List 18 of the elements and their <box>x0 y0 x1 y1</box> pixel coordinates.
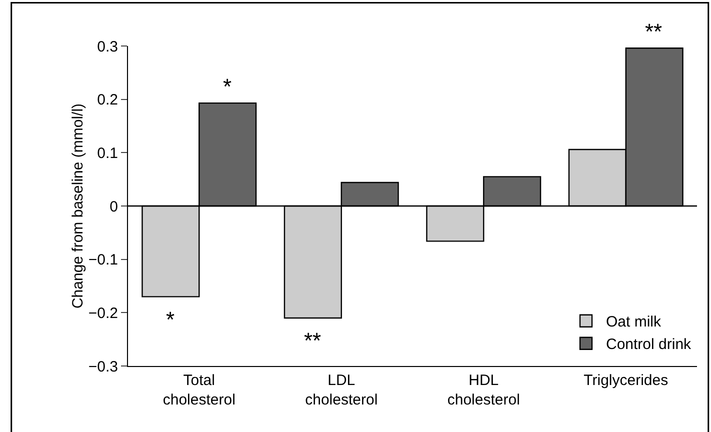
annotation: ** <box>304 328 322 353</box>
y-tick-label: −0.3 <box>88 358 118 376</box>
x-tick-label: HDL cholesterol <box>447 372 520 409</box>
annotation: * <box>166 307 175 332</box>
y-axis-title: Change from baseline (mmol/l) <box>69 103 86 309</box>
x-tick-label: Triglycerides <box>584 372 668 390</box>
y-tick-label: 0.2 <box>97 92 118 109</box>
legend-label: Oat milk <box>606 314 662 331</box>
y-tick-label: −0.2 <box>88 304 118 322</box>
y-tick-label: 0 <box>110 198 118 216</box>
y-tick-label: 0.3 <box>97 38 118 56</box>
y-tick-label: −0.1 <box>88 252 118 269</box>
annotation: ** <box>645 19 663 44</box>
x-tick-label: LDL cholesterol <box>305 372 378 409</box>
x-tick-label: Total cholesterol <box>162 372 236 409</box>
annotation: * <box>223 74 232 99</box>
y-tick-label: 0.1 <box>97 144 118 162</box>
legend-label: Control drink <box>606 336 692 354</box>
